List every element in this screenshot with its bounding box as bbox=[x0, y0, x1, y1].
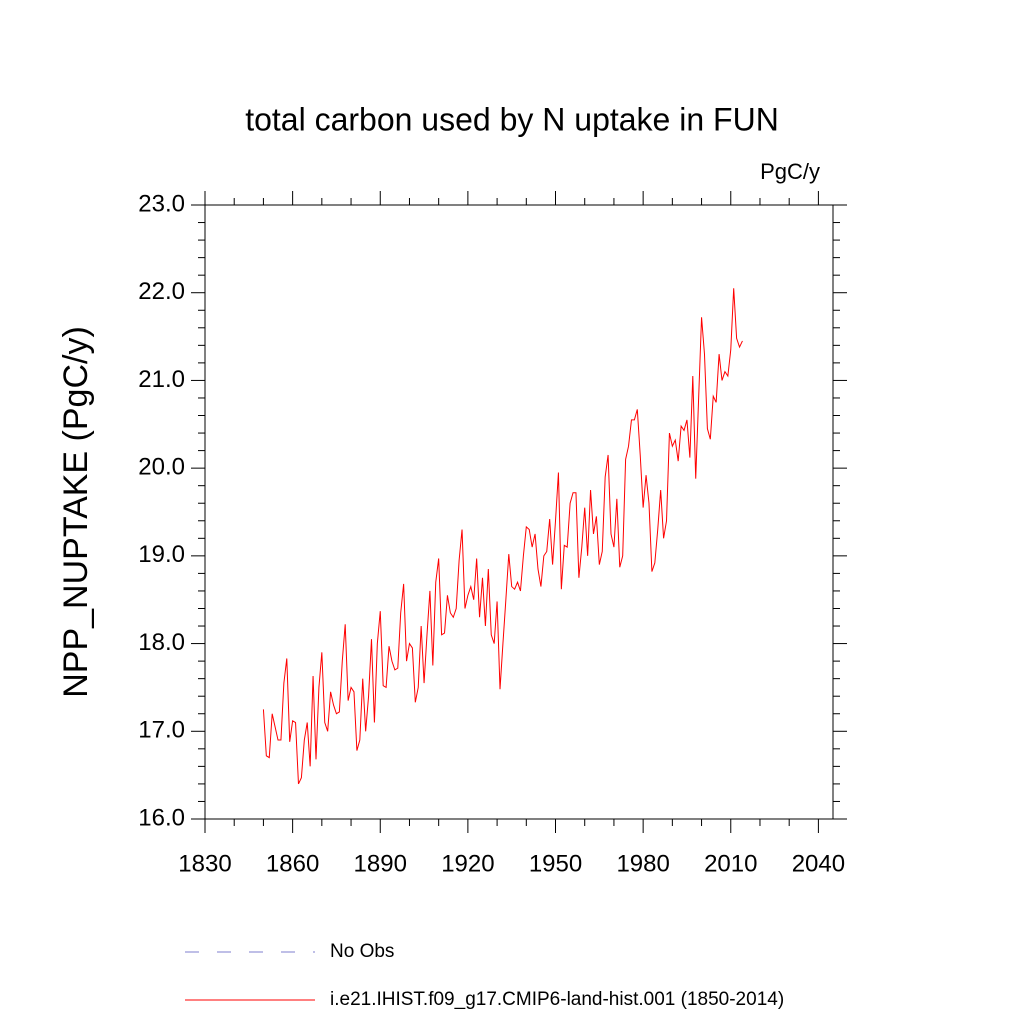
y-tick-label: 21.0 bbox=[138, 366, 185, 393]
chart-title: total carbon used by N uptake in FUN bbox=[245, 101, 779, 137]
y-tick-label: 18.0 bbox=[138, 629, 185, 656]
x-tick-label: 1950 bbox=[529, 850, 582, 877]
plot-frame bbox=[204, 204, 834, 820]
data-line bbox=[262, 288, 743, 785]
y-axis-label: NPP_NUPTAKE (PgC/y) bbox=[57, 326, 95, 698]
x-tick-label: 1830 bbox=[178, 850, 231, 877]
legend-label: No Obs bbox=[330, 941, 394, 962]
y-tick-label: 16.0 bbox=[138, 804, 185, 831]
y-tick-label: 20.0 bbox=[138, 453, 185, 480]
x-tick-label: 2010 bbox=[704, 850, 757, 877]
legend-label: i.e21.IHIST.f09_g17.CMIP6-land-hist.001 … bbox=[330, 989, 784, 1010]
y-tick-label: 17.0 bbox=[138, 717, 185, 744]
x-tick-label: 1920 bbox=[441, 850, 494, 877]
y-tick-label: 23.0 bbox=[138, 190, 185, 217]
y-tick-label: 19.0 bbox=[138, 541, 185, 568]
x-tick-label: 1890 bbox=[354, 850, 407, 877]
units-label: PgC/y bbox=[760, 159, 820, 184]
x-tick-label: 1980 bbox=[616, 850, 669, 877]
y-tick-label: 22.0 bbox=[138, 278, 185, 305]
x-tick-label: 2040 bbox=[792, 850, 845, 877]
x-tick-label: 1860 bbox=[266, 850, 319, 877]
